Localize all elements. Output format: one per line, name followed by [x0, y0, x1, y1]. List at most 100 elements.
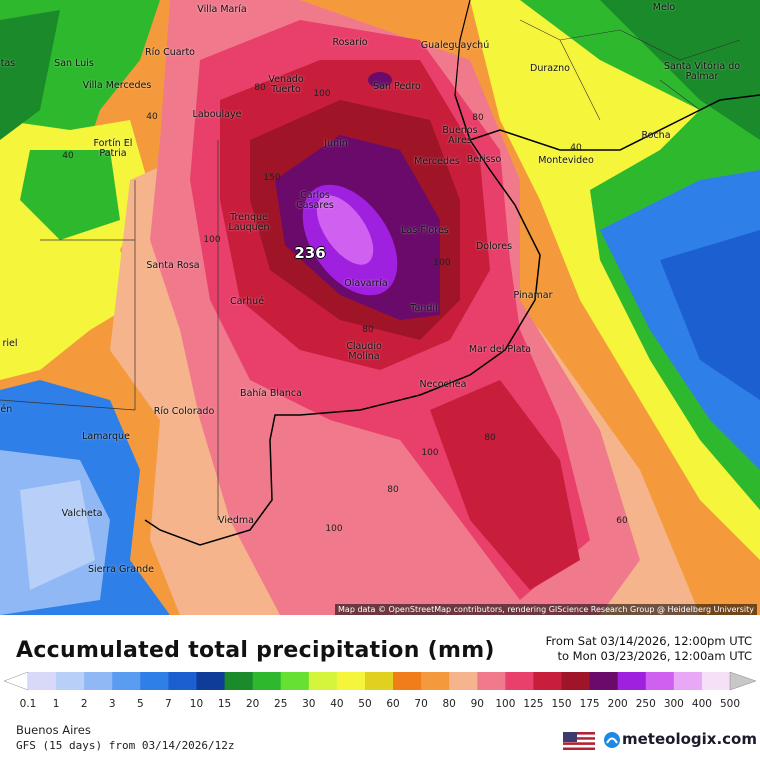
- legend-arrow: [729, 671, 757, 691]
- legend-swatch: [196, 672, 226, 690]
- legend-label: 25: [274, 698, 287, 710]
- region-name: Buenos Aires: [16, 723, 91, 737]
- legend-swatch: [280, 672, 310, 690]
- legend-label: 30: [302, 698, 315, 710]
- city-label: lén: [0, 404, 13, 415]
- region-darkgreen: [0, 10, 60, 140]
- coastline: [469, 94, 760, 151]
- legend-swatch: [140, 672, 169, 690]
- legend-swatch: [28, 672, 57, 690]
- legend-swatch: [112, 672, 141, 690]
- contour-label: 40: [62, 151, 74, 161]
- city-label: Las Flores: [401, 225, 449, 236]
- legend-swatch: [421, 672, 450, 690]
- legend-label: 1: [53, 698, 60, 710]
- legend-swatch: [449, 672, 478, 690]
- city-label: Río Cuarto: [145, 47, 195, 58]
- contour-label: 80: [472, 113, 484, 123]
- city-label: Lamarque: [82, 431, 130, 442]
- legend-label: 3: [109, 698, 116, 710]
- city-label: Villa María: [197, 4, 247, 15]
- legend-swatch: [561, 672, 591, 690]
- city-label: tas: [0, 58, 16, 69]
- legend-label: 15: [218, 698, 231, 710]
- title: Accumulated total precipitation (mm): [16, 638, 495, 663]
- legend-swatch: [336, 672, 366, 690]
- legend-label: 20: [246, 698, 259, 710]
- legend-label: 60: [386, 698, 399, 710]
- city-label: Valcheta: [61, 508, 103, 519]
- legend-arrow: [3, 671, 29, 691]
- legend-label: 400: [692, 698, 712, 710]
- city-label: Melo: [652, 2, 676, 13]
- contour-label: 100: [325, 524, 343, 534]
- legend-swatch: [645, 672, 675, 690]
- contour-label: 60: [616, 516, 628, 526]
- legend-swatch: [84, 672, 113, 690]
- city-label: Sierra Grande: [88, 564, 154, 575]
- city-label: Pinamar: [513, 290, 553, 301]
- legend-label: 200: [608, 698, 628, 710]
- legend-swatch: [505, 672, 534, 690]
- city-label: Rocha: [641, 130, 671, 141]
- contour-label: 80: [387, 485, 399, 495]
- max-value-label: 236: [294, 244, 326, 262]
- legend-swatch: [168, 672, 197, 690]
- region-darkred: [430, 380, 580, 590]
- city-label: riel: [2, 338, 18, 349]
- province-border: [0, 140, 219, 520]
- contour-label: 150: [263, 173, 281, 183]
- map: [0, 0, 760, 615]
- legend-swatch: [533, 672, 563, 690]
- city-label: Carlos Casares: [296, 190, 334, 211]
- city-label: Durazno: [530, 63, 570, 74]
- legend-swatch: [224, 672, 254, 690]
- contour-label: 80: [254, 83, 266, 93]
- city-label: Río Colorado: [153, 406, 215, 417]
- city-label: Buenos Aires: [442, 125, 478, 146]
- contour-label: 100: [433, 258, 451, 268]
- contour-label: 100: [421, 448, 439, 458]
- city-label: Rosario: [332, 37, 368, 48]
- city-label: Venado Tuerto: [268, 74, 304, 95]
- city-label: Montevideo: [538, 155, 594, 166]
- legend-label: 125: [523, 698, 543, 710]
- legend: 0.1 1 2 3 5 7 10 15 20 25 30 40 50 60 70 80 90 100 125 150 1…: [3, 671, 757, 710]
- city-label: Viedma: [218, 515, 254, 526]
- contour-label: 100: [313, 89, 331, 99]
- city-label: Claudio Molina: [346, 341, 382, 362]
- contour-label: 80: [362, 325, 374, 335]
- legend-label: 175: [580, 698, 600, 710]
- legend-label: 50: [358, 698, 371, 710]
- city-label: San Pedro: [373, 81, 421, 92]
- city-label: Mar del Plata: [468, 344, 532, 355]
- legend-label: 300: [664, 698, 684, 710]
- legend-swatch: [673, 672, 703, 690]
- valid-from: From Sat 03/14/2026, 12:00pm UTC: [545, 634, 752, 648]
- region-darkgreen: [600, 0, 760, 140]
- brand-logo: [604, 732, 620, 748]
- city-label: Bahía Blanca: [240, 388, 302, 399]
- legend-swatch: [393, 672, 422, 690]
- legend-swatch: [589, 672, 619, 690]
- city-label: Villa Mercedes: [82, 80, 152, 91]
- legend-label: 500: [720, 698, 740, 710]
- flag-icon: [563, 732, 595, 750]
- city-label: Santa Rosa: [146, 260, 200, 271]
- region-yellow: [500, 60, 620, 130]
- border: [454, 0, 471, 96]
- contour-label: 100: [203, 235, 221, 245]
- coastline: [144, 94, 541, 546]
- legend-swatch: [252, 672, 282, 690]
- valid-to: to Mon 03/23/2026, 12:00am UTC: [557, 649, 752, 663]
- city-label: Tandil: [410, 303, 438, 314]
- legend-swatch: [56, 672, 85, 690]
- city-label: Dolores: [475, 241, 513, 252]
- legend-label: 90: [471, 698, 484, 710]
- city-label: Gualeguaychú: [420, 40, 490, 51]
- city-label: Berisso: [466, 154, 502, 165]
- legend-label: 100: [495, 698, 515, 710]
- city-label: Olavarría: [344, 278, 388, 289]
- city-label: Mercedes: [414, 156, 460, 167]
